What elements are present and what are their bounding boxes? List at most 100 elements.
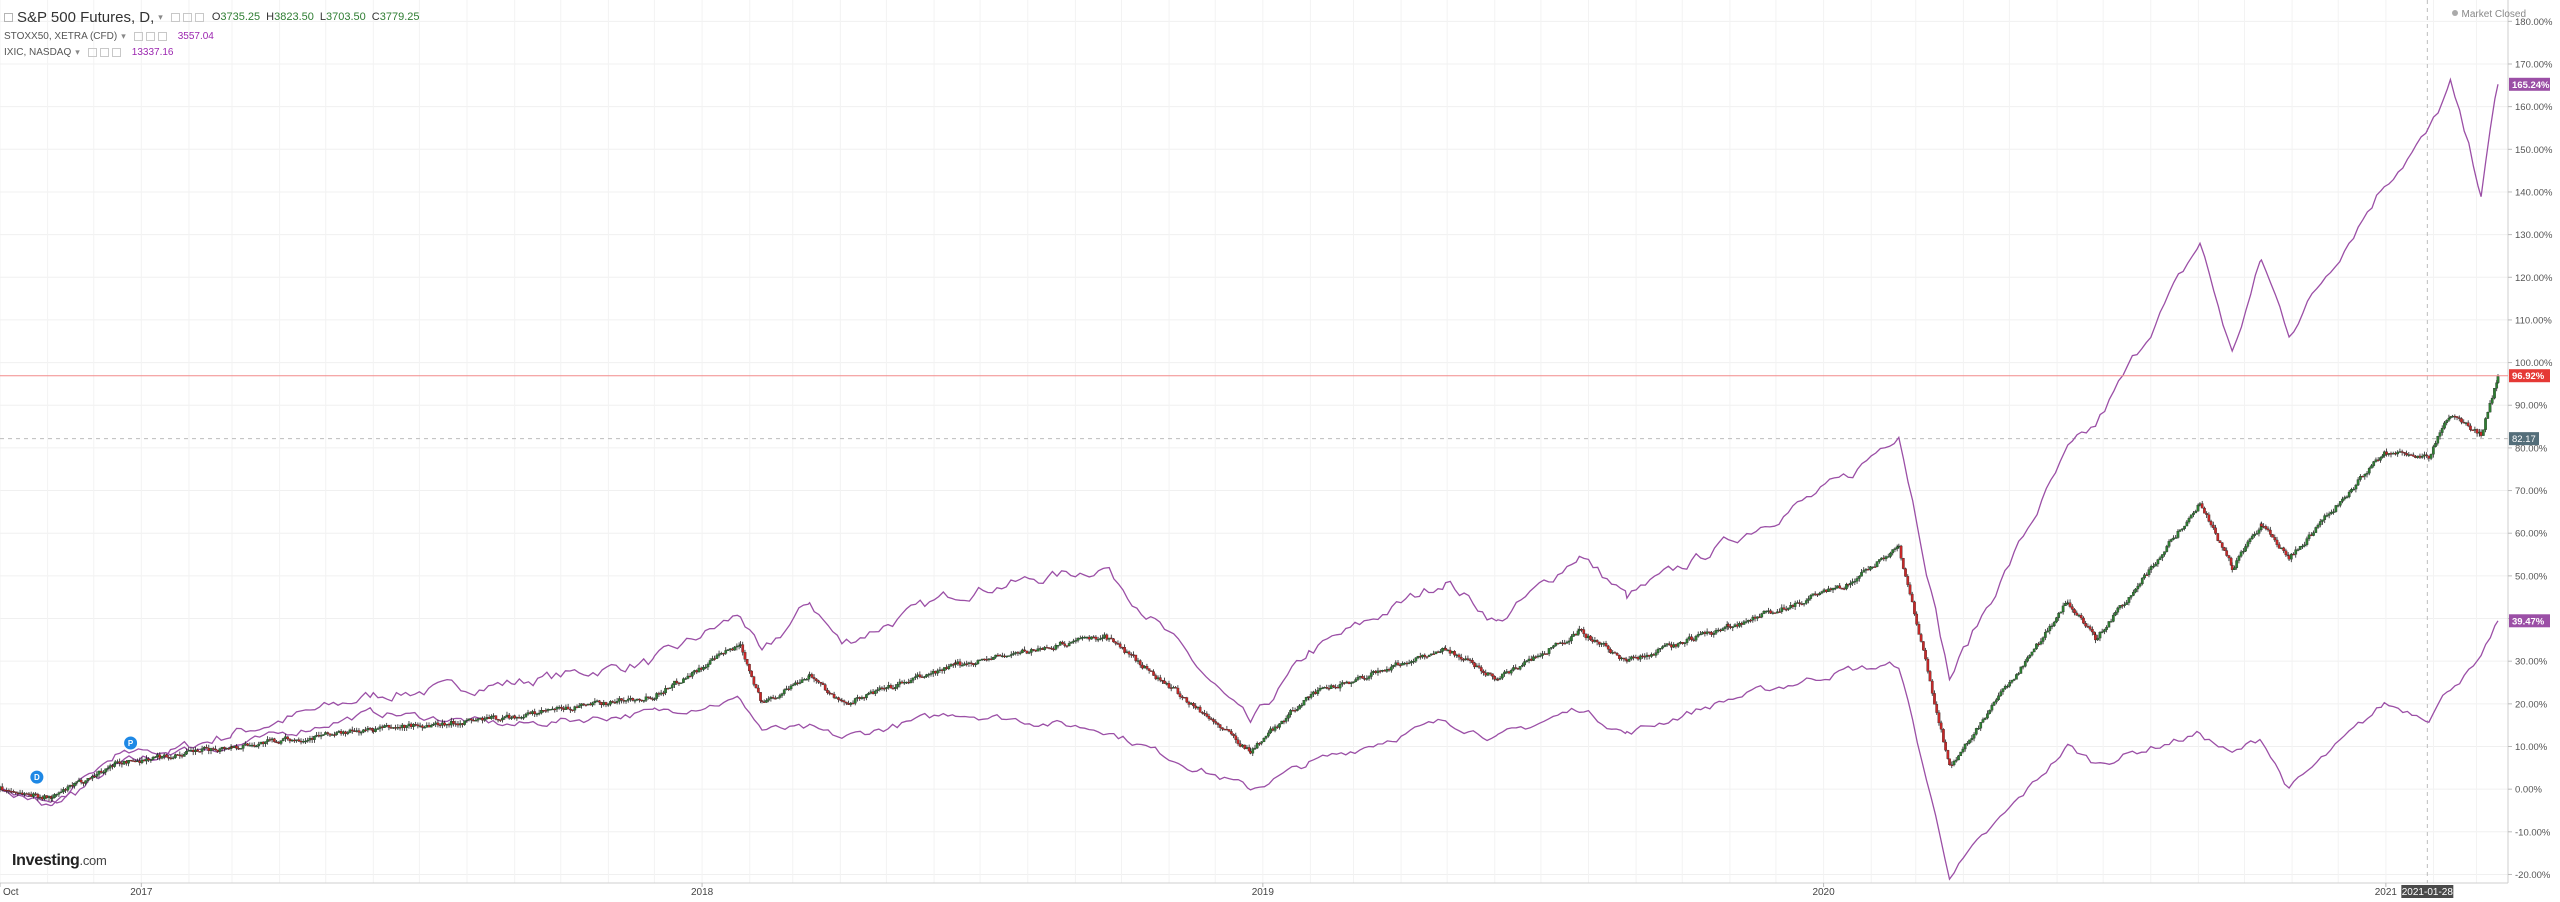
- candle-body: [1926, 658, 1930, 672]
- candle-body: [1356, 677, 1360, 680]
- candle-body: [931, 670, 935, 674]
- candle-body: [1269, 728, 1272, 734]
- candle-body: [826, 689, 829, 693]
- candle-body: [1882, 557, 1886, 560]
- candle-body: [2396, 451, 2400, 455]
- candle-body: [2125, 602, 2129, 605]
- candle-body: [1917, 624, 1921, 635]
- chevron-down-icon[interactable]: ▾: [121, 30, 126, 41]
- candle-body: [1291, 710, 1295, 712]
- candle-body: [1468, 659, 1472, 661]
- candle-body: [218, 748, 222, 752]
- chevron-down-icon[interactable]: ▾: [158, 11, 163, 22]
- candle-body: [1935, 704, 1939, 713]
- compare-name[interactable]: STOXX50, XETRA (CFD): [4, 30, 118, 42]
- chevron-down-icon[interactable]: ▾: [75, 46, 80, 57]
- candle-body: [1087, 636, 1091, 640]
- eye-icon[interactable]: [133, 31, 143, 41]
- candle-body: [1574, 633, 1578, 636]
- candle-body: [1707, 631, 1711, 633]
- candle-body: [1672, 644, 1676, 648]
- candle-body: [220, 746, 224, 749]
- candle-body: [821, 683, 825, 685]
- eye-icon[interactable]: [87, 47, 97, 57]
- candle-body: [2325, 515, 2329, 517]
- candle-body: [2127, 597, 2131, 603]
- compare-name[interactable]: IXIC, NASDAQ: [4, 46, 72, 58]
- close-icon[interactable]: [194, 12, 204, 22]
- candle-body: [1726, 624, 1730, 627]
- candle-body: [566, 706, 570, 710]
- candle-body: [1320, 687, 1324, 690]
- candle-body: [1338, 684, 1342, 689]
- candle-body: [735, 645, 739, 648]
- candle-body: [1983, 717, 1987, 720]
- symbol-title[interactable]: S&P 500 Futures, D,: [17, 8, 155, 26]
- candle-body: [1507, 671, 1511, 674]
- candle-body: [0, 786, 4, 791]
- candle-body: [147, 758, 150, 761]
- candle-body: [2473, 429, 2477, 431]
- legend-main-row: S&P 500 Futures, D, ▾ O 3735.25 H 3823.50 …: [4, 6, 425, 28]
- candle-body: [2066, 602, 2070, 604]
- candle-body: [449, 721, 453, 726]
- candle-body: [2061, 605, 2065, 613]
- candle-body: [2345, 496, 2349, 498]
- candle-body: [778, 695, 782, 698]
- candle-body: [802, 679, 806, 681]
- candle-body: [1358, 675, 1362, 678]
- settings-icon[interactable]: [99, 47, 109, 57]
- x-axis-labels: Oct 2017 2018 2019 2020 2021: [0, 883, 2397, 898]
- candle-body: [1176, 687, 1180, 694]
- candle-body: [2323, 515, 2327, 520]
- candle-body: [2376, 459, 2380, 461]
- event-marker-label[interactable]: P: [128, 739, 134, 748]
- candle-body: [1389, 666, 1393, 671]
- candle-body: [2400, 451, 2404, 453]
- close-icon[interactable]: [111, 47, 121, 57]
- candle-body: [441, 722, 444, 726]
- candle-body: [1954, 759, 1958, 762]
- candle-body: [2075, 612, 2079, 616]
- candle-body: [505, 714, 509, 717]
- candle-body: [70, 785, 74, 787]
- candle-body: [2026, 657, 2029, 662]
- event-marker[interactable]: [124, 736, 138, 750]
- candle-body: [1802, 603, 1806, 605]
- candle-body: [2147, 569, 2151, 576]
- candle-body: [507, 714, 511, 719]
- candle-body: [1650, 654, 1653, 657]
- eye-icon[interactable]: [170, 12, 180, 22]
- candle-body: [1674, 644, 1678, 647]
- candle-body: [1632, 656, 1635, 658]
- candle-body: [2321, 519, 2324, 522]
- close-icon[interactable]: [157, 31, 167, 41]
- candle-body: [2464, 422, 2468, 424]
- settings-icon[interactable]: [182, 12, 192, 22]
- y-tick-label: -10.00%: [2515, 827, 2551, 838]
- candle-body: [808, 674, 811, 676]
- collapse-legend-icon[interactable]: [4, 12, 13, 22]
- y-tick-label: 20.00%: [2515, 699, 2548, 710]
- candle-body: [1827, 588, 1830, 592]
- settings-icon[interactable]: [145, 31, 155, 41]
- candle-body: [1034, 649, 1038, 652]
- candle-body: [1448, 649, 1452, 654]
- candle-body: [1267, 732, 1270, 737]
- grid-layer: [0, 0, 2508, 883]
- candle-body: [1425, 656, 1429, 658]
- candle-body: [1762, 610, 1766, 614]
- candle-body: [2090, 629, 2094, 633]
- candle-body: [232, 745, 236, 748]
- candle-body: [535, 713, 539, 715]
- candle-body: [724, 650, 728, 654]
- candle-body: [1749, 619, 1752, 622]
- candle-body: [1383, 670, 1387, 672]
- candle-body: [1287, 714, 1290, 719]
- event-marker-label[interactable]: D: [34, 773, 40, 782]
- candle-body: [1278, 723, 1281, 728]
- event-marker[interactable]: [30, 770, 44, 784]
- candle-body: [2079, 614, 2083, 619]
- candle-body: [1241, 744, 1244, 747]
